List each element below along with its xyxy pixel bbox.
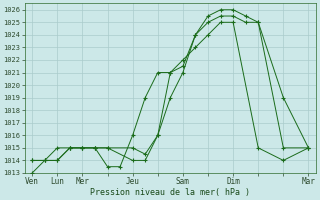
X-axis label: Pression niveau de la mer( hPa ): Pression niveau de la mer( hPa ) [90,188,250,197]
